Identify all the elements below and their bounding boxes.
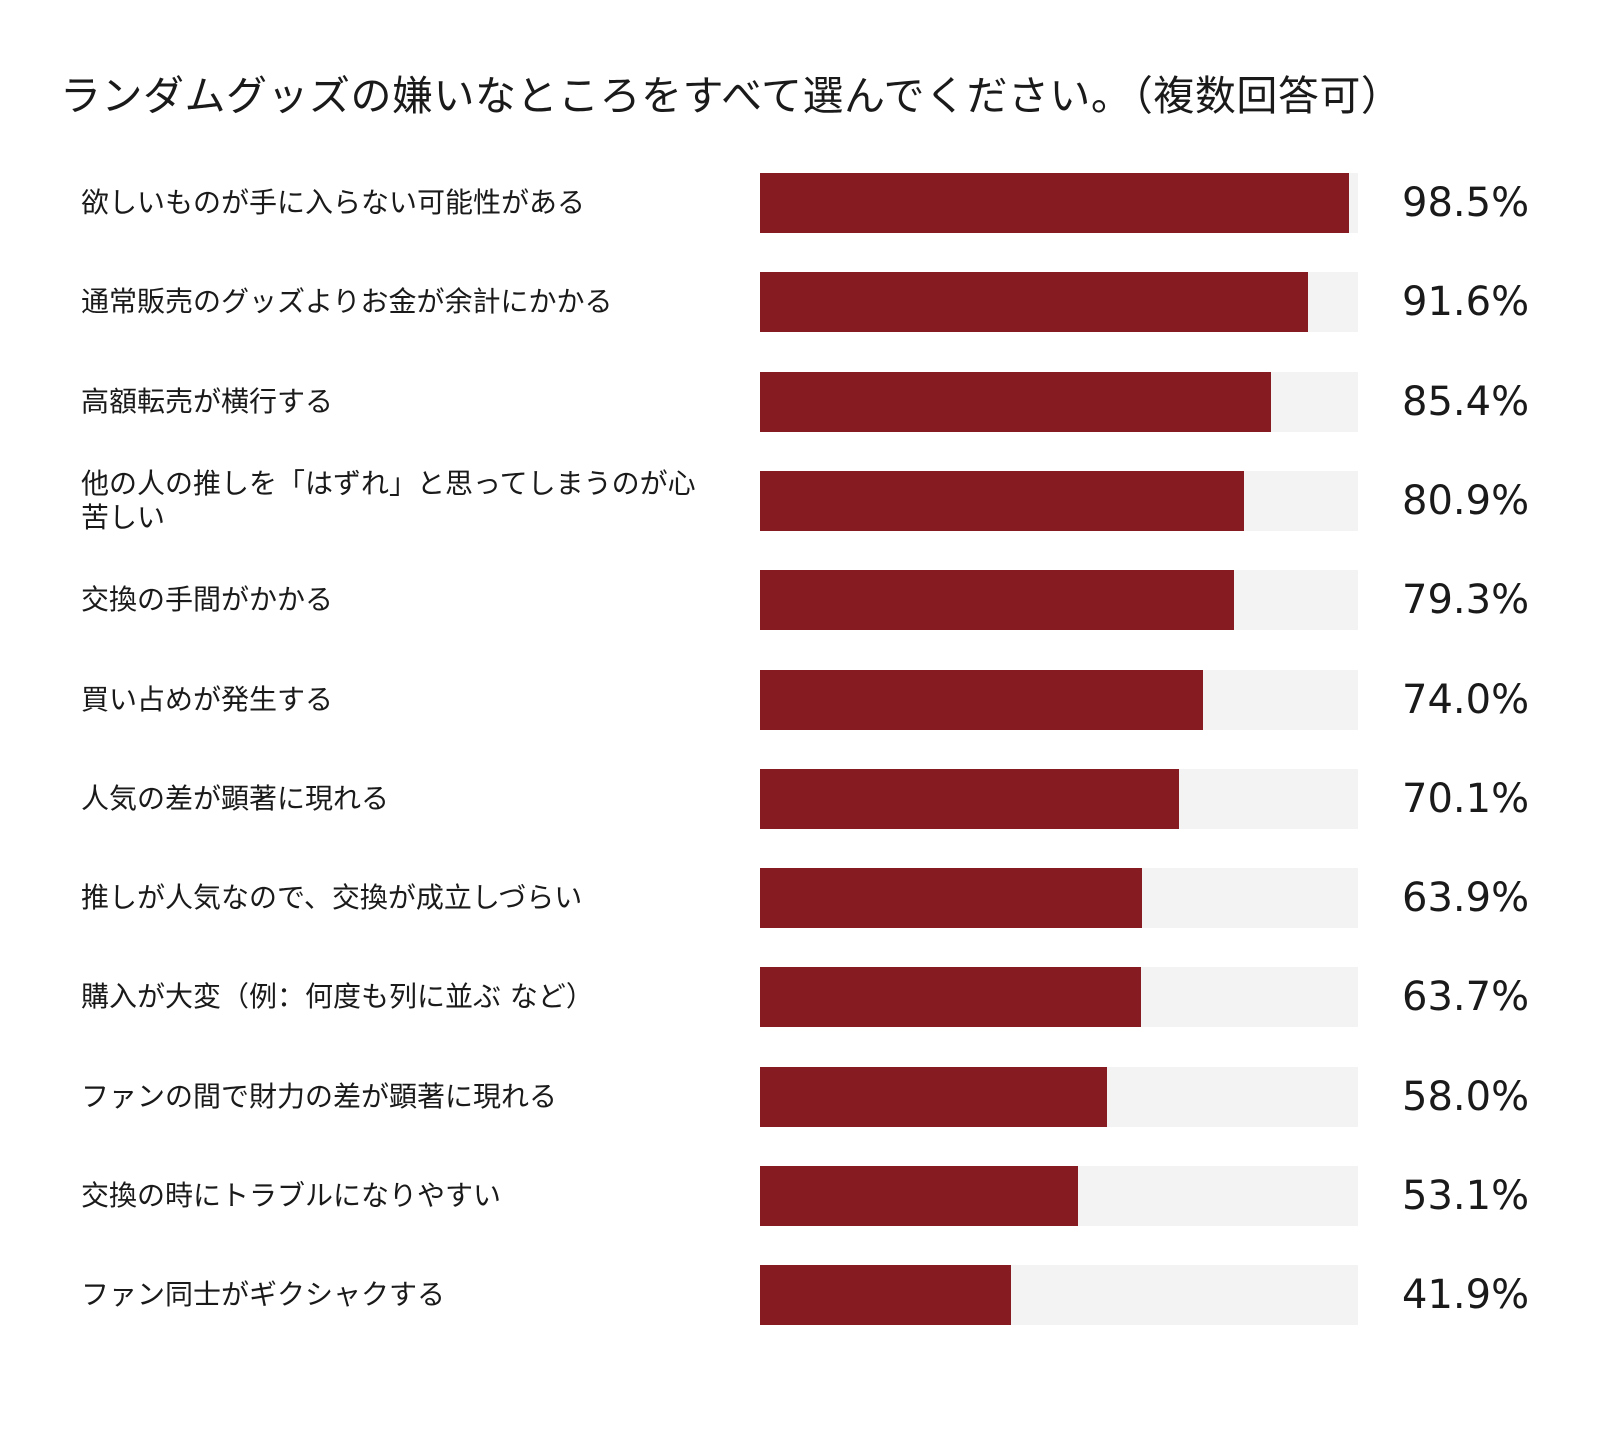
category-label-text: ファンの間で財力の差が顕著に現れる xyxy=(81,1080,558,1113)
bar-track xyxy=(760,967,1358,1027)
category-label-text: 欲しいものが手に入らない可能性がある xyxy=(81,186,586,219)
category-label-text: 推しが人気なので、交換が成立しづらい xyxy=(81,881,583,914)
category-label: ファン同士がギクシャクする xyxy=(81,1265,711,1325)
bar xyxy=(760,570,1235,630)
bar xyxy=(760,1166,1078,1226)
bar xyxy=(760,769,1180,829)
category-label-text: 人気の差が顕著に現れる xyxy=(81,782,390,815)
value-label: 41.9% xyxy=(1402,1272,1530,1318)
value-label: 70.1% xyxy=(1402,776,1530,822)
bar-track xyxy=(760,1166,1358,1226)
category-label: 交換の手間がかかる xyxy=(81,570,711,630)
bar-row: 買い占めが発生する 74.0% xyxy=(0,670,1600,730)
bar-row: 購入が大変（例：何度も列に並ぶ など） 63.7% xyxy=(0,967,1600,1027)
bar-row: 通常販売のグッズよりお金が余計にかかる 91.6% xyxy=(0,272,1600,332)
bar-track xyxy=(760,1067,1358,1127)
value-label: 98.5% xyxy=(1402,180,1530,226)
category-label: 交換の時にトラブルになりやすい xyxy=(81,1166,711,1226)
category-label: 推しが人気なので、交換が成立しづらい xyxy=(81,868,711,928)
bar-row: 交換の手間がかかる 79.3% xyxy=(0,570,1600,630)
category-label: 欲しいものが手に入らない可能性がある xyxy=(81,173,711,233)
bar-track xyxy=(760,1265,1358,1325)
bar-track xyxy=(760,868,1358,928)
category-label: 人気の差が顕著に現れる xyxy=(81,769,711,829)
bar-track xyxy=(760,570,1358,630)
bar-row: 交換の時にトラブルになりやすい 53.1% xyxy=(0,1166,1600,1226)
category-label: 高額転売が横行する xyxy=(81,372,711,432)
bar-track xyxy=(760,769,1358,829)
bar xyxy=(760,1067,1107,1127)
category-label-text: 通常販売のグッズよりお金が余計にかかる xyxy=(81,285,613,318)
value-label: 85.4% xyxy=(1402,379,1530,425)
bar xyxy=(760,670,1203,730)
category-label: ファンの間で財力の差が顕著に現れる xyxy=(81,1067,711,1127)
bar xyxy=(760,471,1244,531)
bar xyxy=(760,173,1350,233)
bar-track xyxy=(760,173,1358,233)
bar-row: 推しが人気なので、交換が成立しづらい 63.9% xyxy=(0,868,1600,928)
bar-track xyxy=(760,372,1358,432)
category-label-text: 購入が大変（例：何度も列に並ぶ など） xyxy=(81,980,594,1013)
bar xyxy=(760,1265,1011,1325)
bar xyxy=(760,372,1271,432)
category-label-text: 交換の手間がかかる xyxy=(81,583,334,616)
value-label: 80.9% xyxy=(1402,478,1530,524)
value-label: 79.3% xyxy=(1402,577,1530,623)
category-label-text: 買い占めが発生する xyxy=(81,683,334,716)
category-label: 買い占めが発生する xyxy=(81,670,711,730)
bar xyxy=(760,272,1308,332)
value-label: 63.7% xyxy=(1402,974,1530,1020)
category-label-text: 交換の時にトラブルになりやすい xyxy=(81,1179,502,1212)
category-label-text: 高額転売が横行する xyxy=(81,385,334,418)
value-label: 53.1% xyxy=(1402,1173,1530,1219)
category-label-text: ファン同士がギクシャクする xyxy=(81,1278,446,1311)
bar-row: 他の人の推しを「はずれ」と思ってしまうのが心苦しい 80.9% xyxy=(0,467,1600,534)
bar-row: 人気の差が顕著に現れる 70.1% xyxy=(0,769,1600,829)
category-label-text: 他の人の推しを「はずれ」と思ってしまうのが心苦しい xyxy=(81,467,696,534)
chart-title: ランダムグッズの嫌いなところをすべて選んでください。（複数回答可） xyxy=(60,72,1403,120)
bar-track xyxy=(760,471,1358,531)
value-label: 91.6% xyxy=(1402,279,1530,325)
bar-row: ファンの間で財力の差が顕著に現れる 58.0% xyxy=(0,1067,1600,1127)
value-label: 74.0% xyxy=(1402,677,1530,723)
category-label: 通常販売のグッズよりお金が余計にかかる xyxy=(81,272,711,332)
bar-row: 高額転売が横行する 85.4% xyxy=(0,372,1600,432)
bar-row: 欲しいものが手に入らない可能性がある 98.5% xyxy=(0,173,1600,233)
value-label: 63.9% xyxy=(1402,875,1530,921)
bar xyxy=(760,868,1143,928)
value-label: 58.0% xyxy=(1402,1074,1530,1120)
bar-row: ファン同士がギクシャクする 41.9% xyxy=(0,1265,1600,1325)
bar-track xyxy=(760,272,1358,332)
bar xyxy=(760,967,1141,1027)
category-label: 購入が大変（例：何度も列に並ぶ など） xyxy=(81,967,711,1027)
category-label: 他の人の推しを「はずれ」と思ってしまうのが心苦しい xyxy=(81,467,711,534)
bar-track xyxy=(760,670,1358,730)
